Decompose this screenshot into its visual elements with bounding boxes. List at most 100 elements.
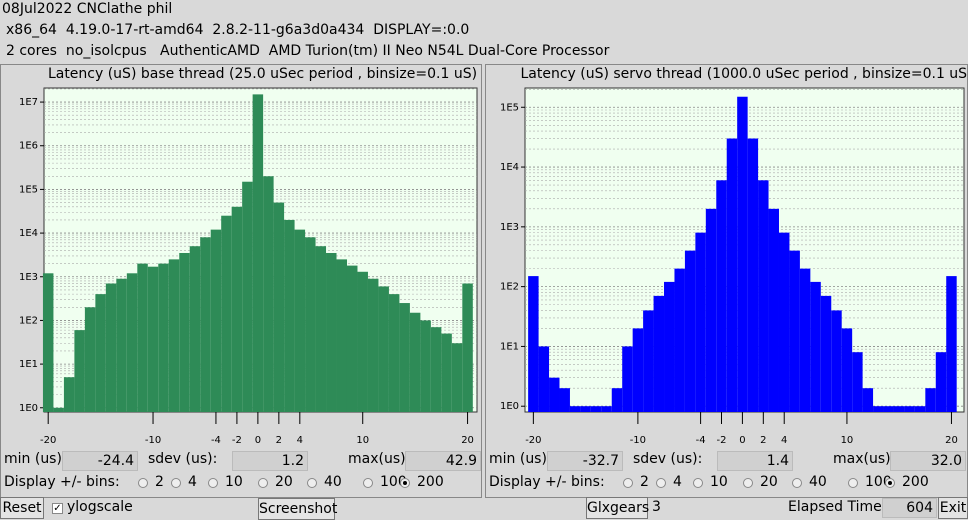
bin-option-label: 2 — [155, 474, 164, 490]
bin-radio[interactable] — [623, 478, 633, 488]
histogram-bar — [367, 278, 379, 412]
bin-radio[interactable] — [792, 478, 802, 488]
x-tick-label: 0 — [255, 435, 261, 446]
x-tick-label: 4 — [297, 435, 303, 446]
histogram-bar — [346, 265, 358, 412]
histogram-bar — [914, 406, 926, 412]
bin-radio[interactable] — [400, 478, 410, 488]
bin-radio[interactable] — [208, 478, 218, 488]
x-tick-label: -20 — [525, 435, 541, 446]
histogram-bar — [747, 138, 759, 412]
histogram-bar — [611, 388, 623, 412]
histogram-bar — [935, 352, 947, 412]
histogram-bar — [622, 346, 633, 412]
histogram-bar — [137, 263, 148, 412]
ylogscale-checkbox[interactable]: ✓ — [52, 503, 63, 514]
histogram-bar — [893, 406, 905, 412]
histogram-bar — [862, 388, 874, 412]
y-tick-label: 1E7 — [19, 97, 38, 108]
x-tick-label: 20 — [945, 435, 958, 446]
y-tick-label: 1E5 — [19, 184, 38, 195]
histogram-bar — [315, 246, 327, 412]
histogram-bar — [883, 406, 894, 412]
bin-radio[interactable] — [307, 478, 317, 488]
histogram-bar — [158, 263, 169, 412]
sdev-value: 1.4 — [717, 451, 793, 471]
bin-radio[interactable] — [656, 478, 666, 488]
bin-radio[interactable] — [848, 478, 858, 488]
elapsed-label: Elapsed Time: — [788, 499, 887, 515]
histogram-bar — [263, 176, 274, 412]
histogram-bar — [168, 259, 180, 412]
y-tick-label: 1E5 — [500, 102, 519, 113]
min-label: min (us) — [489, 451, 547, 467]
bin-radio[interactable] — [138, 478, 148, 488]
histogram-bar — [231, 206, 243, 412]
bin-radio[interactable] — [171, 478, 181, 488]
histogram-bar — [63, 377, 75, 412]
screenshot-button[interactable]: Screenshot — [258, 498, 337, 520]
histogram-bar — [42, 273, 54, 412]
histogram-bar — [179, 252, 190, 412]
histogram-bar — [273, 202, 285, 412]
x-tick-label: 2 — [760, 435, 766, 446]
bin-radio[interactable] — [743, 478, 753, 488]
bin-radio[interactable] — [885, 478, 895, 488]
y-tick-label: 1E3 — [500, 222, 519, 233]
histogram-bar — [294, 229, 306, 412]
x-tick-label: -10 — [145, 435, 161, 446]
x-tick-label: 10 — [356, 435, 369, 446]
histogram-bar — [841, 328, 853, 412]
histogram-bar — [799, 268, 811, 412]
histogram-bar — [53, 407, 64, 412]
histogram-bar — [462, 283, 473, 412]
glxgears-count: 3 — [652, 499, 661, 515]
histogram-bar — [538, 346, 550, 412]
x-tick-label: -2 — [232, 435, 242, 446]
bin-option-label: 40 — [324, 474, 342, 490]
bin-radio[interactable] — [258, 478, 268, 488]
histogram-bar — [852, 352, 863, 412]
histogram-bar — [242, 181, 253, 412]
histogram-bar — [399, 303, 410, 412]
histogram-bar — [726, 138, 738, 412]
x-tick-label: 10 — [841, 435, 854, 446]
glxgears-button[interactable]: Glxgears — [586, 497, 649, 519]
histogram-bar — [74, 330, 85, 412]
system-line: x86_64 4.19.0-17-rt-amd64 2.8.2-11-g6a3d… — [6, 22, 470, 38]
x-tick-label: -20 — [40, 435, 56, 446]
histogram-bar — [409, 312, 421, 412]
histogram-bar — [643, 310, 654, 412]
bin-option-label: 2 — [640, 474, 649, 490]
reset-button[interactable]: Reset — [0, 497, 44, 519]
histogram-bar — [147, 266, 159, 412]
histogram-bar — [758, 180, 769, 412]
histogram-bar — [388, 294, 400, 412]
min-label: min (us) — [4, 451, 62, 467]
histogram-bar — [737, 96, 748, 413]
histogram-bar — [580, 406, 591, 412]
histogram-bar — [221, 215, 232, 412]
bin-option-label: 20 — [760, 474, 778, 490]
histogram-bar — [210, 229, 222, 412]
histogram-bar — [189, 246, 201, 412]
x-tick-label: -4 — [696, 435, 706, 446]
histogram-bar — [528, 276, 539, 412]
y-tick-label: 1E0 — [19, 403, 38, 414]
bin-radio[interactable] — [693, 478, 703, 488]
histogram-bar — [705, 208, 717, 412]
bins-label: Display +/- bins: — [489, 474, 605, 490]
histogram-bar — [873, 406, 884, 412]
histogram-bar — [430, 327, 442, 412]
bin-radio[interactable] — [363, 478, 373, 488]
histogram-bar — [326, 252, 337, 412]
bin-option-label: 4 — [188, 474, 197, 490]
elapsed-value: 604 — [882, 498, 937, 518]
exit-button[interactable]: Exit — [938, 497, 968, 519]
histogram-bar — [632, 328, 644, 412]
histogram-bar — [569, 406, 581, 412]
histogram-bar — [778, 232, 790, 412]
histogram-bar — [559, 388, 570, 412]
histogram-bar — [674, 268, 685, 412]
histogram-bar — [357, 271, 368, 412]
